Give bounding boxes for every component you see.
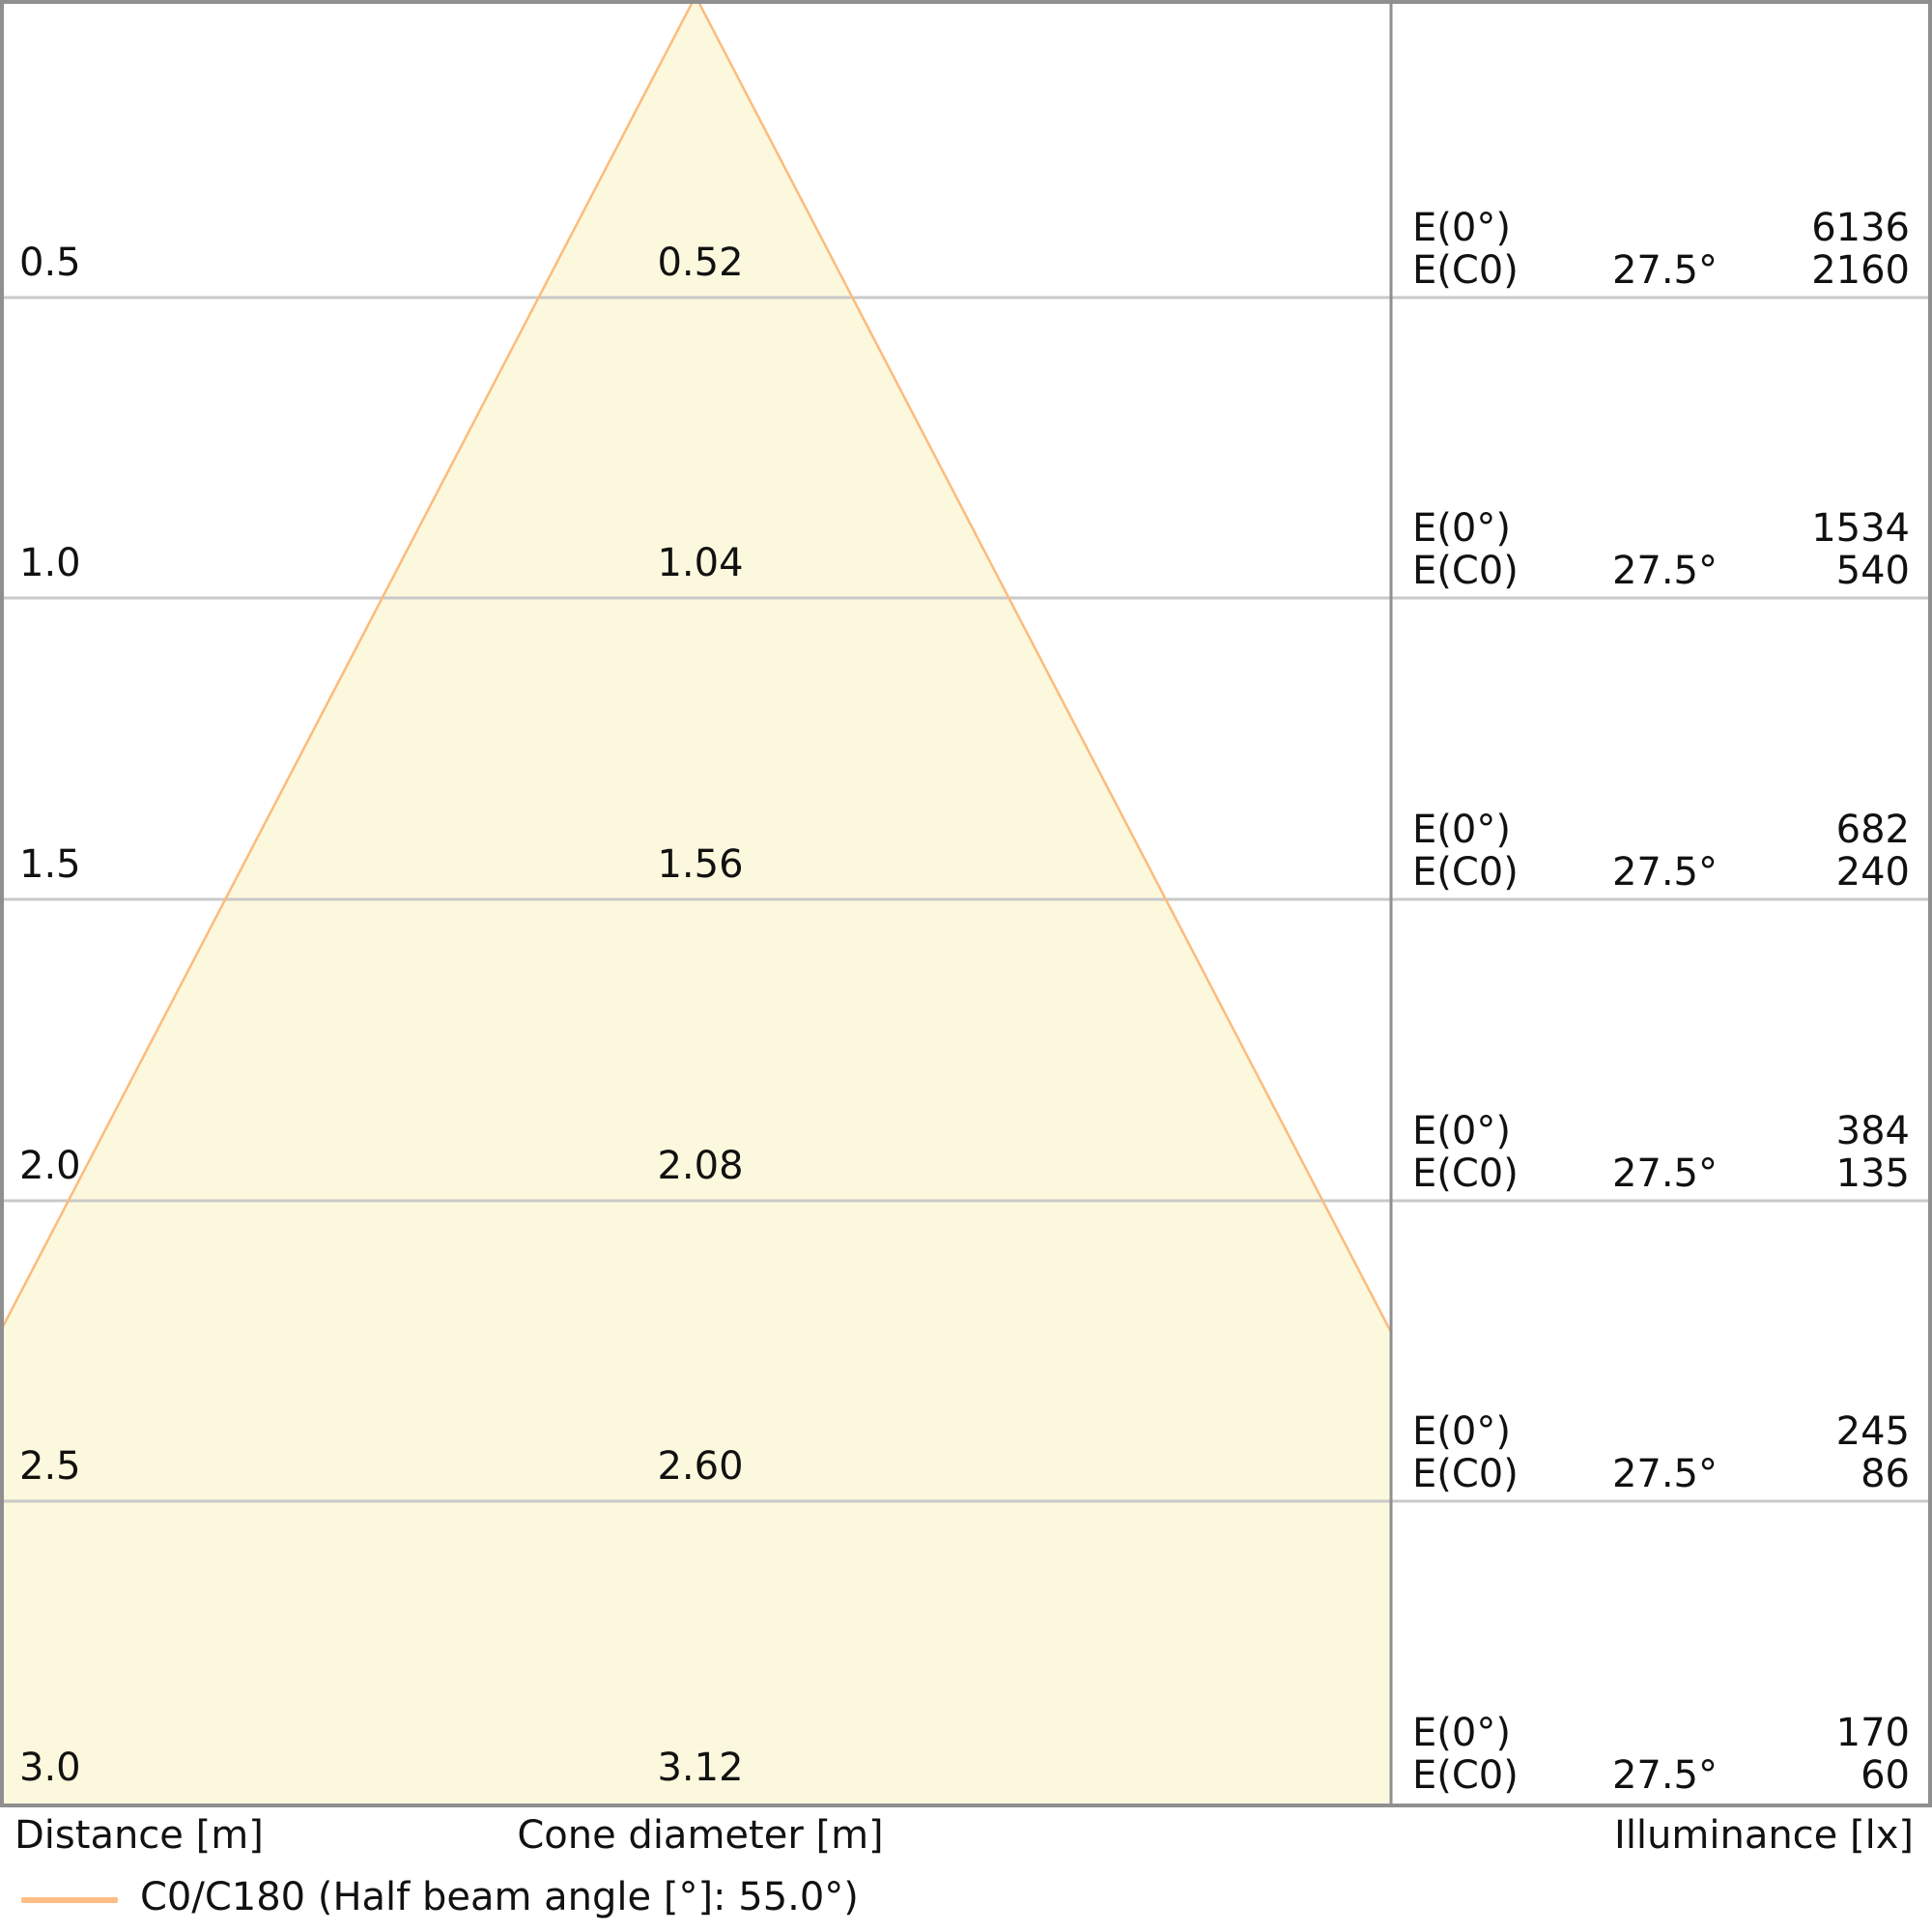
cone-diameter-value: 2.60 — [657, 1444, 744, 1489]
x-axis-label-distance: Distance [m] — [14, 1813, 264, 1858]
ec0-illuminance-value: 86 — [1861, 1452, 1910, 1496]
distance-tick-label: 3.0 — [19, 1746, 81, 1790]
half-beam-angle-value: 27.5° — [1611, 549, 1718, 593]
e0-illuminance-value: 682 — [1835, 808, 1910, 852]
ec0-row-label: E(C0) — [1412, 549, 1519, 593]
cone-diameter-value: 2.08 — [657, 1144, 744, 1188]
x-axis-label-cone-diameter: Cone diameter [m] — [517, 1813, 884, 1858]
e0-row-label: E(0°) — [1412, 206, 1511, 250]
ec0-illuminance-value: 2160 — [1811, 248, 1910, 293]
x-axis-label-illuminance: Illuminance [lx] — [1614, 1813, 1914, 1858]
e0-row-label: E(0°) — [1412, 506, 1511, 551]
distance-tick-label: 1.0 — [19, 541, 81, 585]
distance-tick-label: 0.5 — [19, 241, 81, 285]
ec0-row-label: E(C0) — [1412, 850, 1519, 895]
e0-row-label: E(0°) — [1412, 1109, 1511, 1153]
half-beam-angle-value: 27.5° — [1611, 1151, 1718, 1196]
e0-illuminance-value: 1534 — [1811, 506, 1910, 551]
ec0-illuminance-value: 60 — [1861, 1753, 1910, 1798]
cone-beam-fill — [0, 0, 1391, 1805]
half-beam-angle-value: 27.5° — [1611, 850, 1718, 895]
e0-row-label: E(0°) — [1412, 808, 1511, 852]
ec0-illuminance-value: 540 — [1835, 549, 1910, 593]
e0-illuminance-value: 384 — [1835, 1109, 1910, 1153]
ec0-row-label: E(C0) — [1412, 1452, 1519, 1496]
ec0-illuminance-value: 240 — [1835, 850, 1910, 895]
e0-illuminance-value: 6136 — [1811, 206, 1910, 250]
distance-tick-label: 2.5 — [19, 1444, 81, 1489]
cone-edge-left-line — [0, 0, 696, 1333]
ec0-illuminance-value: 135 — [1835, 1151, 1910, 1196]
half-beam-angle-value: 27.5° — [1611, 248, 1718, 293]
cone-diameter-value: 3.12 — [657, 1746, 744, 1790]
e0-illuminance-value: 170 — [1835, 1711, 1910, 1755]
ec0-row-label: E(C0) — [1412, 248, 1519, 293]
e0-row-label: E(0°) — [1412, 1409, 1511, 1454]
cone-diameter-value: 1.04 — [657, 541, 744, 585]
legend-line-swatch — [21, 1897, 118, 1903]
distance-gridlines — [4, 296, 1928, 1503]
e0-illuminance-value: 245 — [1835, 1409, 1910, 1454]
ec0-row-label: E(C0) — [1412, 1151, 1519, 1196]
legend-label: C0/C180 (Half beam angle [°]: 55.0°) — [140, 1875, 859, 1919]
cone-diameter-value: 1.56 — [657, 842, 744, 887]
cone-chart-canvas — [0, 0, 1932, 1807]
chart-border — [0, 0, 1932, 1807]
cone-diameter-value: 0.52 — [657, 241, 744, 285]
ec0-row-label: E(C0) — [1412, 1753, 1519, 1798]
distance-tick-label: 2.0 — [19, 1144, 81, 1188]
cone-edge-right-line — [696, 0, 1393, 1333]
half-beam-angle-value: 27.5° — [1611, 1452, 1718, 1496]
e0-row-label: E(0°) — [1412, 1711, 1511, 1755]
distance-tick-label: 1.5 — [19, 842, 81, 887]
half-beam-angle-value: 27.5° — [1611, 1753, 1718, 1798]
